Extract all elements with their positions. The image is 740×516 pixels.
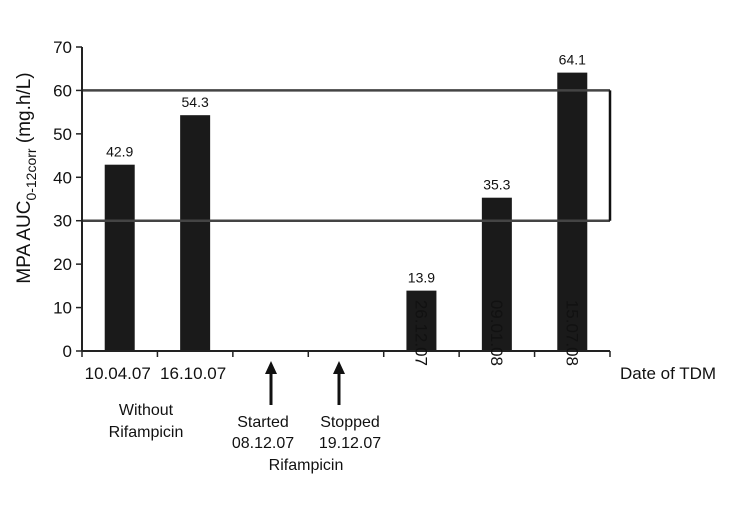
annotation-rifampicin: Rifampicin bbox=[269, 457, 344, 474]
y-tick-label: 0 bbox=[63, 342, 72, 361]
y-tick-label: 20 bbox=[53, 255, 72, 274]
bar-value-label: 64.1 bbox=[559, 52, 586, 68]
y-axis-title-main: MPA AUC bbox=[14, 201, 35, 284]
annotation-started: Started bbox=[237, 414, 289, 431]
bar bbox=[406, 290, 437, 351]
started-arrow bbox=[265, 361, 277, 405]
x-category-label: 16.10.07 bbox=[160, 364, 226, 383]
bars-group bbox=[104, 72, 588, 351]
bar bbox=[104, 164, 135, 351]
annotation-started-date: 08.12.07 bbox=[232, 435, 294, 452]
bar-value-label: 42.9 bbox=[106, 144, 133, 160]
bar bbox=[180, 115, 211, 351]
y-tick-label: 70 bbox=[53, 38, 72, 57]
bar-value-label: 13.9 bbox=[408, 270, 435, 286]
y-tick-label: 60 bbox=[53, 81, 72, 100]
y-axis-title-subscript: 0-12corr bbox=[23, 148, 39, 200]
value-labels-group: 42.9 54.3 13.9 35.3 64.1 bbox=[106, 52, 586, 286]
therapeutic-range-group bbox=[82, 89, 612, 222]
stopped-arrow bbox=[333, 361, 345, 405]
x-category-label: 09.01.08 bbox=[487, 300, 506, 366]
bar bbox=[557, 72, 588, 351]
annotation-without: Without bbox=[119, 402, 174, 419]
x-category-labels-group: 10.04.07 16.10.07 26.12.07 09.01.08 15.07.08 bbox=[85, 300, 582, 383]
annotation-stopped: Stopped bbox=[320, 414, 380, 431]
x-category-label: 15.07.08 bbox=[562, 300, 581, 366]
y-tick-label: 40 bbox=[53, 168, 72, 187]
y-tick-label: 50 bbox=[53, 125, 72, 144]
axes-group bbox=[81, 47, 611, 357]
x-axis-title: Date of TDM bbox=[620, 364, 716, 383]
annotation-rifampicin-without: Rifampicin bbox=[109, 424, 184, 441]
x-category-label: 26.12.07 bbox=[411, 300, 430, 366]
annotation-stopped-date: 19.12.07 bbox=[319, 435, 381, 452]
bar-value-label: 54.3 bbox=[182, 94, 209, 110]
y-ticks-group: 0 10 20 30 40 50 60 70 bbox=[53, 38, 82, 361]
y-axis-title: MPA AUC0-12corr (mg.h/L) bbox=[14, 72, 39, 283]
bar-value-label: 35.3 bbox=[483, 177, 510, 193]
y-axis-title-unit: (mg.h/L) bbox=[14, 72, 35, 148]
y-tick-label: 30 bbox=[53, 212, 72, 231]
x-category-label: 10.04.07 bbox=[85, 364, 151, 383]
y-tick-label: 10 bbox=[53, 299, 72, 318]
bar bbox=[481, 197, 512, 351]
